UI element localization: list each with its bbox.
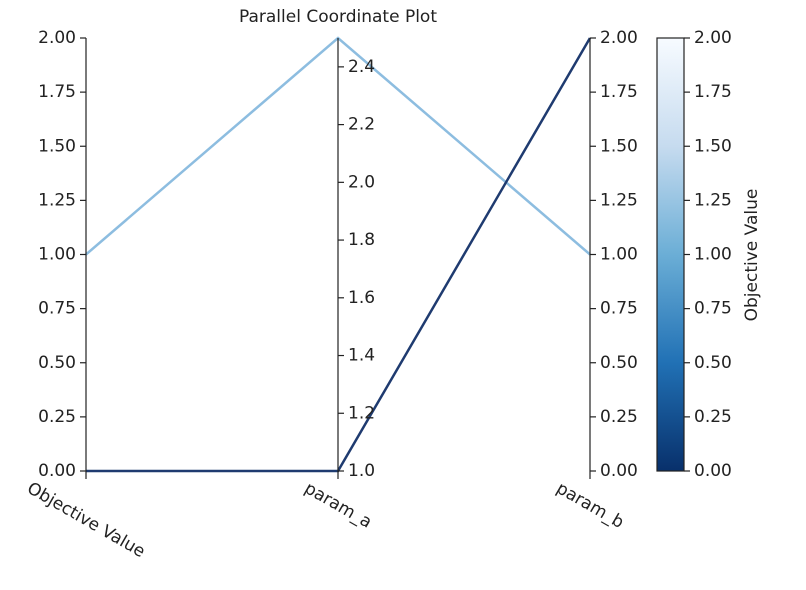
- y-tick-label: 1.2: [348, 403, 375, 423]
- colorbar-tick-label: 0.25: [694, 407, 732, 427]
- y-tick-label: 1.8: [348, 230, 375, 250]
- y-tick-label: 1.25: [38, 190, 76, 210]
- y-tick-label: 0.00: [600, 461, 638, 481]
- y-tick-label: 2.4: [348, 57, 375, 77]
- y-tick-label: 1.75: [38, 82, 76, 102]
- y-tick-label: 0.00: [38, 461, 76, 481]
- colorbar-tick-label: 1.00: [694, 245, 732, 265]
- y-tick-label: 1.50: [38, 136, 76, 156]
- y-tick-label: 1.0: [348, 461, 375, 481]
- colorbar-label: Objective Value: [742, 189, 762, 322]
- y-tick-label: 2.00: [38, 28, 76, 48]
- chart-title: Parallel Coordinate Plot: [239, 7, 437, 27]
- colorbar-tick-label: 0.75: [694, 299, 732, 319]
- y-tick-label: 1.75: [600, 82, 638, 102]
- axis-label: param_a: [301, 478, 375, 532]
- y-tick-label: 0.25: [600, 407, 638, 427]
- y-tick-label: 1.00: [38, 245, 76, 265]
- colorbar-tick-label: 1.75: [694, 82, 732, 102]
- y-tick-label: 1.25: [600, 190, 638, 210]
- y-tick-label: 0.50: [38, 353, 76, 373]
- y-tick-label: 2.00: [600, 28, 638, 48]
- y-tick-label: 1.50: [600, 136, 638, 156]
- y-tick-label: 2.2: [348, 115, 375, 135]
- colorbar-tick-label: 0.00: [694, 461, 732, 481]
- y-tick-label: 0.75: [600, 299, 638, 319]
- y-tick-label: 1.00: [600, 245, 638, 265]
- y-tick-label: 1.4: [348, 346, 375, 366]
- colorbar-tick-label: 0.50: [694, 353, 732, 373]
- y-tick-label: 0.75: [38, 299, 76, 319]
- axis-label: Objective Value: [24, 478, 149, 562]
- y-tick-label: 2.0: [348, 172, 375, 192]
- colorbar: [656, 37, 685, 472]
- y-tick-label: 0.50: [600, 353, 638, 373]
- y-tick-label: 0.25: [38, 407, 76, 427]
- colorbar-tick-label: 2.00: [694, 28, 732, 48]
- colorbar-tick-label: 1.25: [694, 190, 732, 210]
- y-tick-label: 1.6: [348, 288, 375, 308]
- axis-label: param_b: [553, 478, 627, 533]
- colorbar-tick-label: 1.50: [694, 136, 732, 156]
